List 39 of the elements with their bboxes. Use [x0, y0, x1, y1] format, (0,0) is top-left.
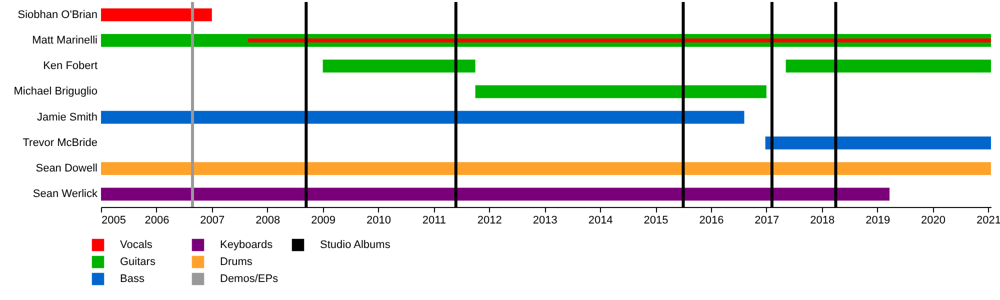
- x-tick-label: 2008: [256, 214, 280, 226]
- legend-label: Vocals: [120, 239, 153, 251]
- x-tick-label: 2005: [102, 214, 126, 226]
- x-tick-label: 2007: [200, 214, 225, 226]
- x-tick-label: 2006: [144, 214, 170, 226]
- legend-label: Bass: [120, 273, 145, 285]
- bar: [765, 136, 991, 150]
- y-tick-label: Michael Briguglio: [14, 86, 98, 98]
- x-tick-label: 2015: [644, 214, 668, 226]
- bar: [101, 188, 890, 201]
- legend-label: Keyboards: [220, 239, 274, 251]
- y-tick-label: Sean Werlick: [32, 188, 98, 200]
- y-tick-label: Ken Fobert: [43, 60, 98, 72]
- x-tick-label: 2012: [477, 214, 502, 226]
- x-tick-label: 2009: [311, 214, 336, 226]
- y-tick-label: Trevor McBride: [22, 136, 98, 149]
- y-tick-label: Siobhan O'Brian: [18, 8, 98, 21]
- x-tick-label: 2014: [588, 214, 613, 226]
- legend-label: Guitars: [120, 256, 156, 268]
- y-tick-label: Jamie Smith: [36, 111, 98, 124]
- x-tick-label: 2019: [866, 214, 890, 226]
- x-tick-label: 2018: [810, 214, 835, 226]
- bar: [101, 162, 991, 175]
- bar: [475, 85, 766, 98]
- legend-label: Demos/EPs: [220, 273, 279, 285]
- bar: [786, 60, 991, 72]
- legend-label: Studio Albums: [320, 239, 391, 251]
- bar: [101, 110, 744, 124]
- x-tick-label: 2021: [976, 214, 1000, 226]
- legend-label: Drums: [220, 256, 253, 268]
- x-tick-label: 2016: [699, 214, 724, 226]
- x-tick-label: 2013: [532, 214, 558, 226]
- y-tick-label: Sean Dowell: [36, 162, 98, 175]
- x-tick-label: 2010: [366, 214, 391, 226]
- bar: [322, 60, 476, 72]
- x-tick-label: 2020: [921, 214, 946, 226]
- x-tick-label: 2017: [754, 214, 780, 226]
- y-tick-label: Matt Marinelli: [32, 34, 98, 46]
- x-tick-label: 2011: [422, 214, 446, 226]
